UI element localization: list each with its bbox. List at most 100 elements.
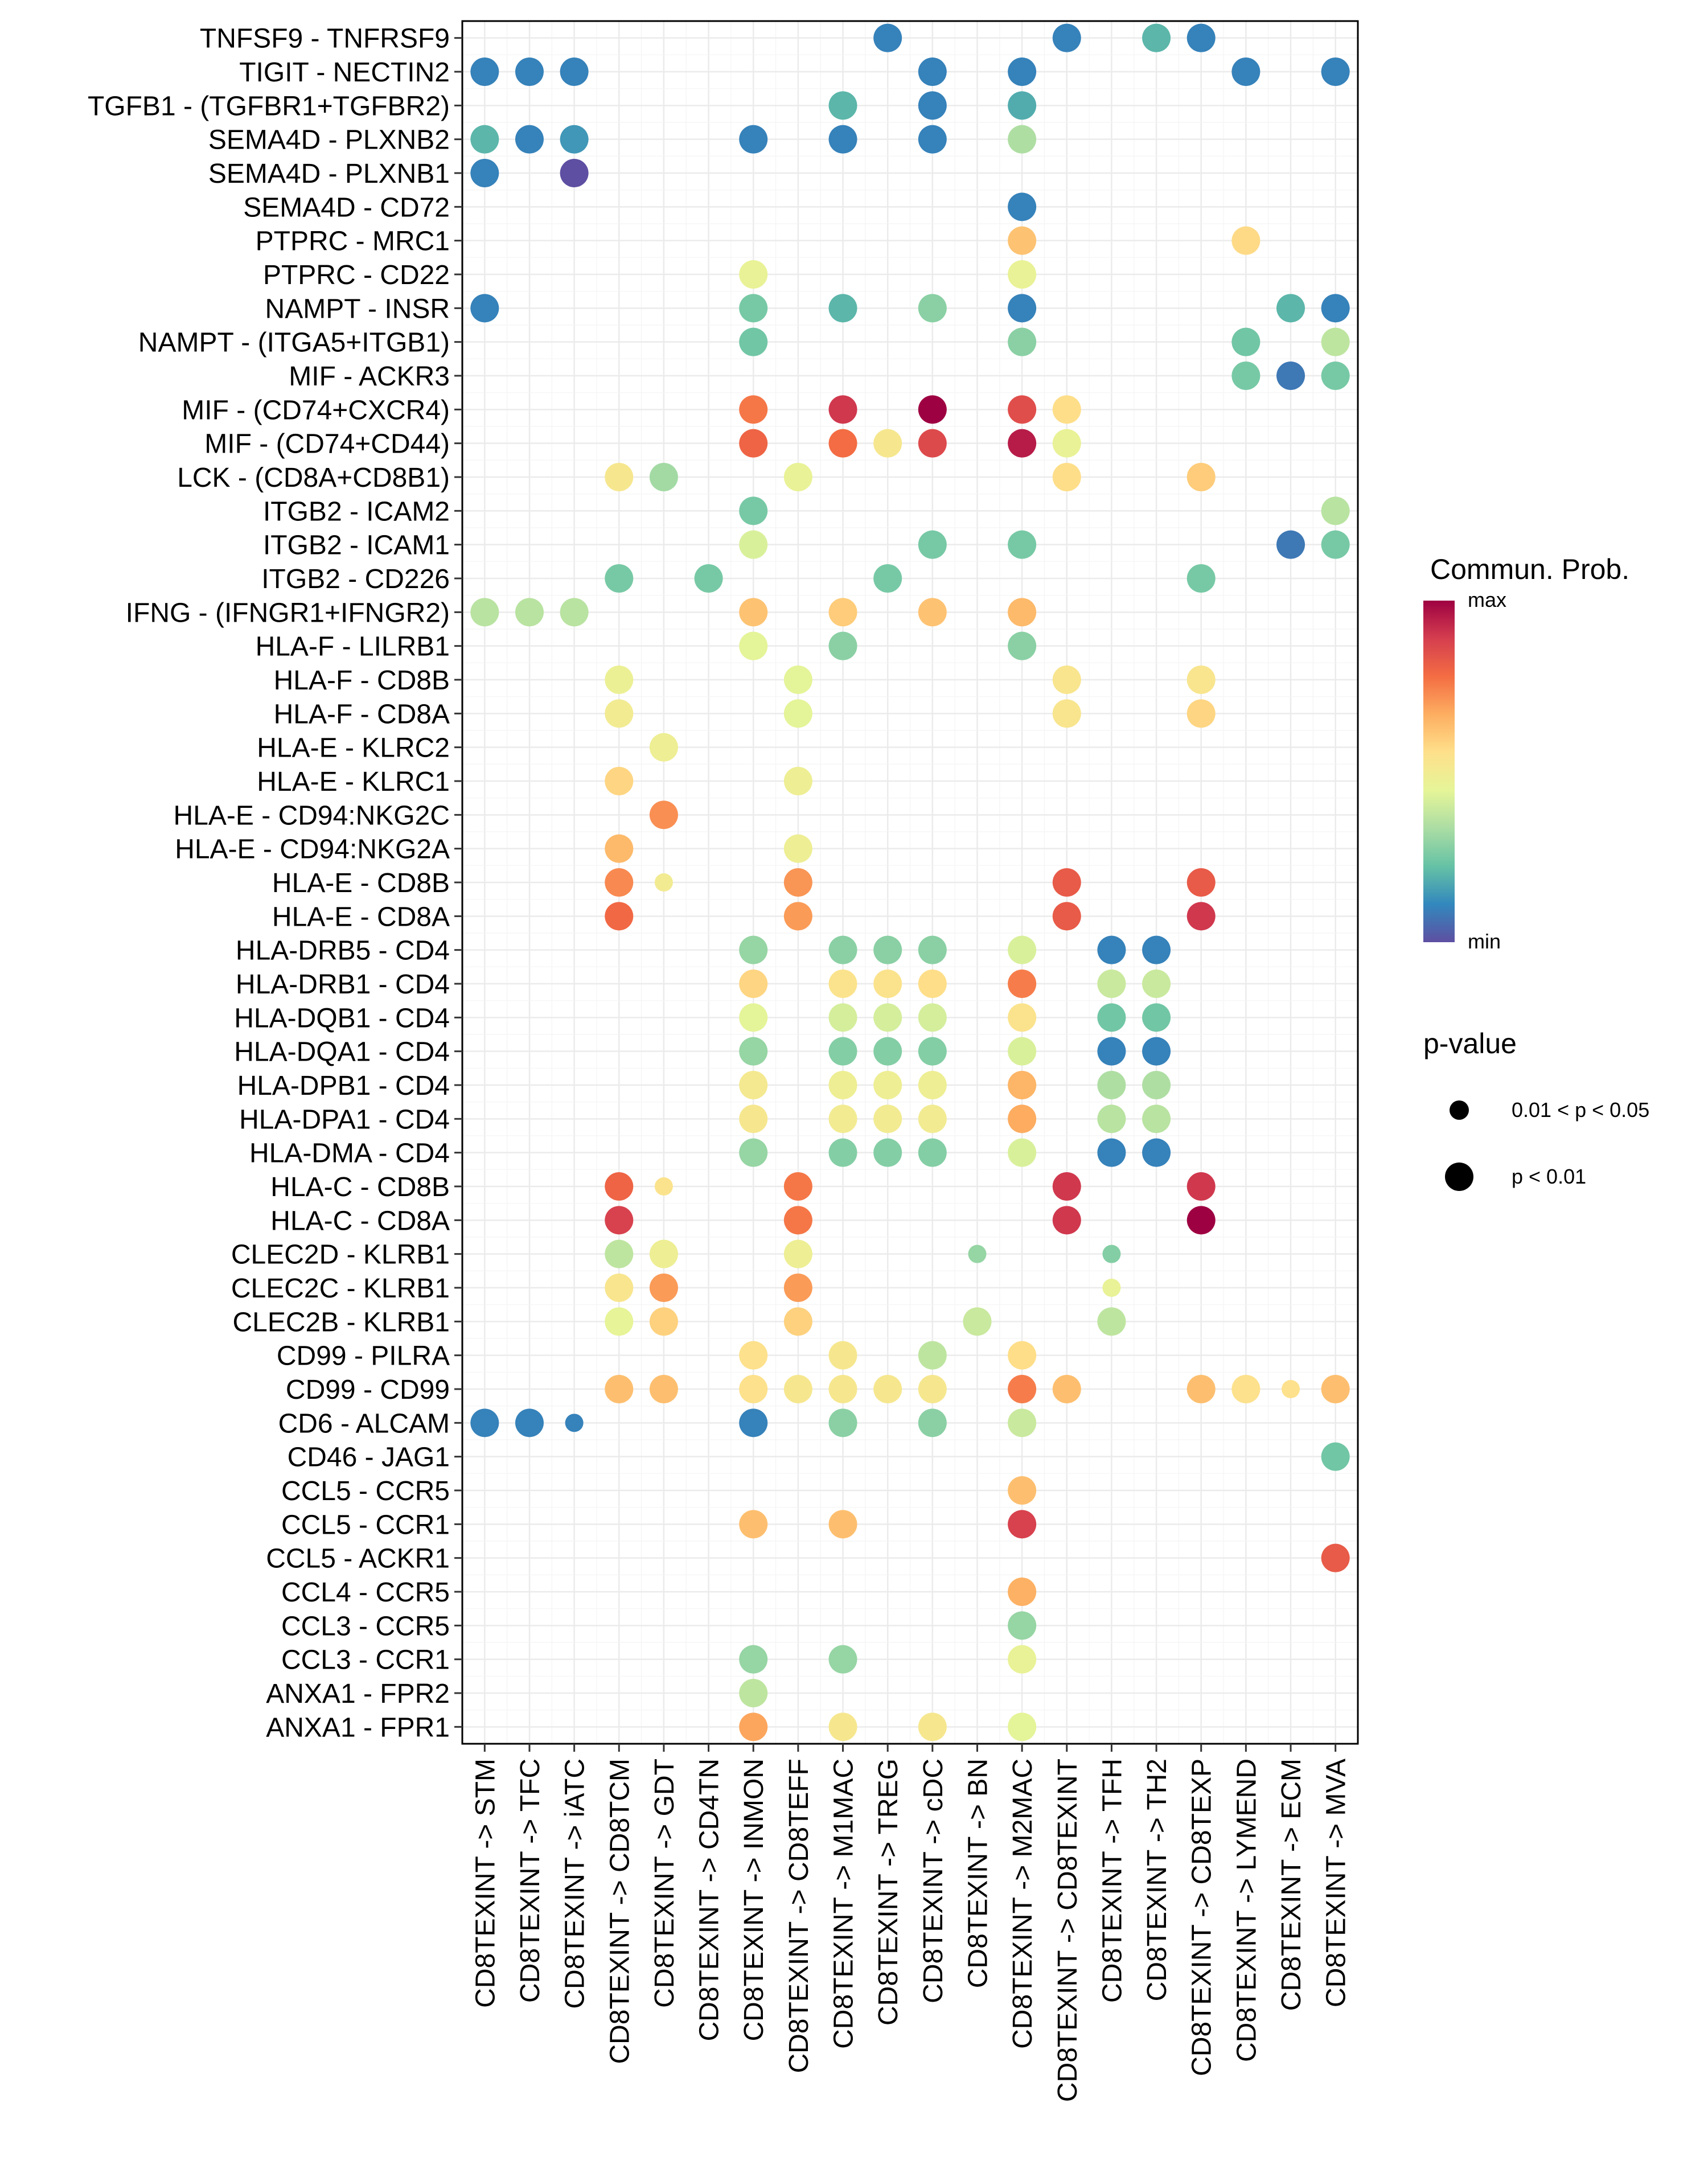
data-point — [1186, 463, 1216, 491]
data-point — [1008, 1645, 1037, 1674]
data-point — [1231, 1375, 1261, 1403]
data-point — [918, 1037, 947, 1066]
data-point — [1321, 530, 1350, 559]
data-point — [1008, 429, 1037, 458]
y-tick-label: IFNG - (IFNGR1+IFNGR2) — [126, 598, 450, 628]
data-point — [1276, 362, 1305, 390]
data-point — [1008, 327, 1037, 356]
data-point — [739, 631, 768, 660]
data-point — [1231, 327, 1261, 356]
data-point — [605, 868, 634, 897]
data-point — [783, 834, 812, 863]
data-point — [649, 1375, 678, 1403]
data-point — [1276, 530, 1305, 559]
data-point — [605, 564, 634, 593]
x-tick-label: CD8TEXINT -> TH2 — [1142, 1759, 1172, 2001]
x-tick-label: CD8TEXINT -> M2MAC — [1008, 1759, 1038, 2049]
data-point — [1008, 226, 1037, 255]
data-point — [470, 1408, 499, 1437]
x-tick-label: CD8TEXINT -> CD8TCM — [605, 1759, 635, 2064]
data-point — [1008, 91, 1037, 120]
data-point — [873, 1071, 902, 1099]
data-point — [1097, 1037, 1126, 1066]
size-legend-small-label: 0.01 < p < 0.05 — [1512, 1098, 1649, 1122]
y-tick-label: HLA-F - CD8A — [274, 699, 450, 729]
data-point — [1186, 1172, 1216, 1201]
y-tick-label: HLA-C - CD8A — [270, 1206, 450, 1236]
y-tick-label: HLA-DQB1 - CD4 — [234, 1003, 450, 1033]
x-axis: CD8TEXINT -> STM CD8TEXINT -> TFC CD8TEXIN… — [470, 1744, 1352, 2102]
data-point — [828, 1375, 857, 1403]
data-point — [1186, 1206, 1216, 1235]
y-tick-label: HLA-DPA1 - CD4 — [239, 1104, 450, 1135]
data-point — [828, 1037, 857, 1066]
y-tick-label: HLA-E - CD94:NKG2A — [175, 835, 450, 865]
data-point — [783, 1206, 812, 1235]
data-point — [739, 429, 768, 458]
data-point — [1097, 970, 1126, 998]
data-point — [918, 1003, 947, 1032]
data-point — [560, 159, 589, 187]
data-point — [739, 598, 768, 627]
data-point — [918, 530, 947, 559]
data-point — [918, 1341, 947, 1370]
data-point — [605, 834, 634, 863]
data-point — [828, 1712, 857, 1741]
size-legend-large-label: p < 0.01 — [1512, 1165, 1586, 1188]
data-point — [739, 1510, 768, 1539]
data-point — [828, 1138, 857, 1167]
data-point — [605, 902, 634, 931]
data-point — [649, 463, 678, 491]
x-tick-label: CD8TEXINT -> CD4TN — [695, 1759, 725, 2042]
data-point — [783, 767, 812, 795]
data-point — [828, 1510, 857, 1539]
data-point — [828, 598, 857, 627]
data-point — [1008, 395, 1037, 424]
y-tick-label: ITGB2 - ICAM1 — [263, 531, 450, 561]
data-point — [1142, 1138, 1171, 1167]
data-point — [1097, 935, 1126, 964]
data-point — [1052, 429, 1081, 458]
data-point — [1282, 1380, 1300, 1398]
data-point — [739, 1138, 768, 1167]
data-point — [1008, 1408, 1037, 1437]
data-point — [739, 1375, 768, 1403]
data-point — [649, 1307, 678, 1336]
data-point — [828, 395, 857, 424]
y-tick-label: CCL4 - CCR5 — [281, 1578, 450, 1608]
data-point — [654, 873, 673, 892]
y-tick-label: PTPRC - CD22 — [263, 260, 450, 290]
y-tick-label: HLA-DRB5 - CD4 — [236, 936, 450, 966]
data-point — [1321, 57, 1350, 86]
data-point — [565, 1414, 584, 1432]
data-point — [605, 1239, 634, 1268]
data-point — [1052, 868, 1081, 897]
data-point — [828, 294, 857, 323]
data-point — [739, 1712, 768, 1741]
color-legend-max: max — [1468, 588, 1506, 611]
y-tick-label: HLA-E - CD94:NKG2C — [174, 800, 450, 831]
data-point — [1008, 1138, 1037, 1167]
data-point — [1052, 1206, 1081, 1235]
data-point — [1008, 1578, 1037, 1606]
data-point — [515, 1408, 544, 1437]
data-point — [918, 57, 947, 86]
y-tick-label: MIF - (CD74+CXCR4) — [182, 395, 450, 425]
data-point — [605, 1274, 634, 1302]
data-point — [873, 1375, 902, 1403]
data-point — [918, 1138, 947, 1167]
data-point — [739, 125, 768, 154]
data-point — [515, 57, 544, 86]
data-point — [783, 902, 812, 931]
data-point — [470, 598, 499, 627]
y-tick-label: NAMPT - INSR — [265, 294, 450, 324]
data-point — [1052, 1375, 1081, 1403]
data-point — [739, 1679, 768, 1707]
data-point — [1321, 327, 1350, 356]
legend: Commun. Prob. max min p-value 0.01 < p <… — [1423, 553, 1649, 1191]
data-points — [470, 23, 1350, 1741]
x-tick-label: CD8TEXINT -> STM — [470, 1759, 500, 2008]
data-point — [1142, 23, 1171, 52]
